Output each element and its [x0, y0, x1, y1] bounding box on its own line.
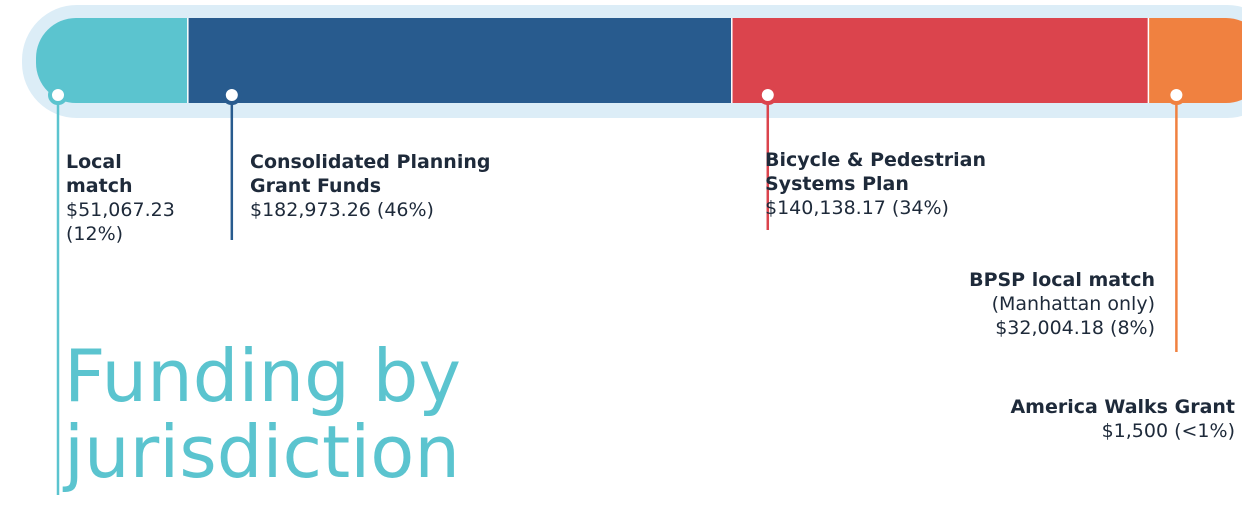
bar-segment: [731, 18, 1149, 103]
segment-label: BPSP local match (Manhattan only) $32,004.…: [905, 268, 1155, 340]
segment-value: $182,973.26 (46%): [250, 199, 434, 221]
segment-name: America Walks Grant: [1010, 396, 1235, 418]
bar-segment: [1148, 18, 1242, 103]
segment-name: BPSP local match: [969, 269, 1155, 291]
segment-label: Bicycle & Pedestrian Systems Plan $140,13…: [765, 148, 1035, 220]
leaders: [48, 85, 1187, 495]
segment-value: $51,067.23 (12%): [66, 199, 175, 245]
segment-label: Local match $51,067.23 (12%): [66, 150, 191, 246]
leader-dot: [48, 85, 68, 105]
bar-segment: [187, 18, 732, 103]
segment-name: Local match: [66, 151, 133, 197]
chart-title: Funding by jurisdiction: [64, 334, 461, 494]
segment-label: Consolidated Planning Grant Funds $182,97…: [250, 150, 540, 222]
segment-name: Bicycle & Pedestrian Systems Plan: [765, 149, 987, 195]
leader-dot: [1166, 85, 1187, 105]
segment-value: $140,138.17 (34%): [765, 197, 949, 219]
segment-value: $1,500 (<1%): [1101, 420, 1235, 442]
segment-label: America Walks Grant $1,500 (<1%): [935, 395, 1235, 443]
segment-value: $32,004.18 (8%): [995, 317, 1155, 339]
segment-note: (Manhattan only): [991, 293, 1155, 315]
bar-group: [36, 18, 1242, 103]
leader-dot: [757, 85, 778, 105]
leader-dot: [221, 85, 242, 105]
segment-name: Consolidated Planning Grant Funds: [250, 151, 491, 197]
